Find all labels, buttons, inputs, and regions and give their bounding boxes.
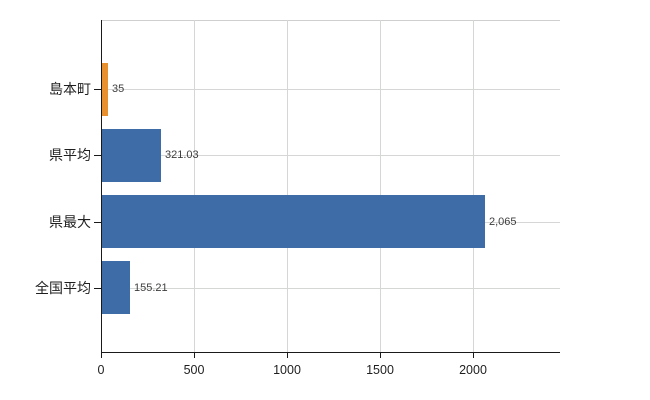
- x-tick-label: 2000: [459, 363, 487, 377]
- gridline-vertical: [379, 20, 381, 352]
- x-tick-label: 0: [97, 363, 105, 377]
- bar-0[interactable]: [101, 63, 108, 116]
- value-label: 321.03: [165, 149, 199, 161]
- gridline-vertical: [193, 20, 195, 352]
- category-label: 県平均: [49, 147, 91, 163]
- x-tick-label: 1000: [273, 363, 301, 377]
- x-axis-tick: [101, 353, 102, 358]
- y-axis-line: [101, 20, 102, 353]
- category-label: 県最大: [49, 214, 91, 230]
- gridline-vertical: [286, 20, 288, 352]
- plot-top-border: [101, 20, 560, 21]
- x-axis-tick: [194, 353, 195, 358]
- gridline-horizontal: [101, 288, 560, 289]
- y-axis-tick: [94, 155, 101, 156]
- bar-1[interactable]: [101, 129, 161, 182]
- x-axis-tick: [473, 353, 474, 358]
- x-axis-line: [101, 352, 560, 353]
- bar-2[interactable]: [101, 195, 485, 248]
- value-label: 35: [112, 83, 125, 95]
- value-label: 155.21: [134, 282, 168, 294]
- x-tick-label: 1500: [366, 363, 394, 377]
- y-axis-tick: [94, 89, 101, 90]
- gridline-horizontal: [101, 89, 560, 90]
- category-label: 全国平均: [35, 280, 91, 296]
- gridline-vertical: [472, 20, 474, 352]
- y-axis-tick: [94, 222, 101, 223]
- y-axis-tick: [94, 288, 101, 289]
- x-axis-tick: [380, 353, 381, 358]
- bar-3[interactable]: [101, 261, 130, 314]
- category-label: 島本町: [49, 81, 91, 97]
- value-label: 2,065: [489, 216, 517, 228]
- x-tick-label: 500: [183, 363, 205, 377]
- x-axis-tick: [287, 353, 288, 358]
- gridline-horizontal: [101, 155, 560, 156]
